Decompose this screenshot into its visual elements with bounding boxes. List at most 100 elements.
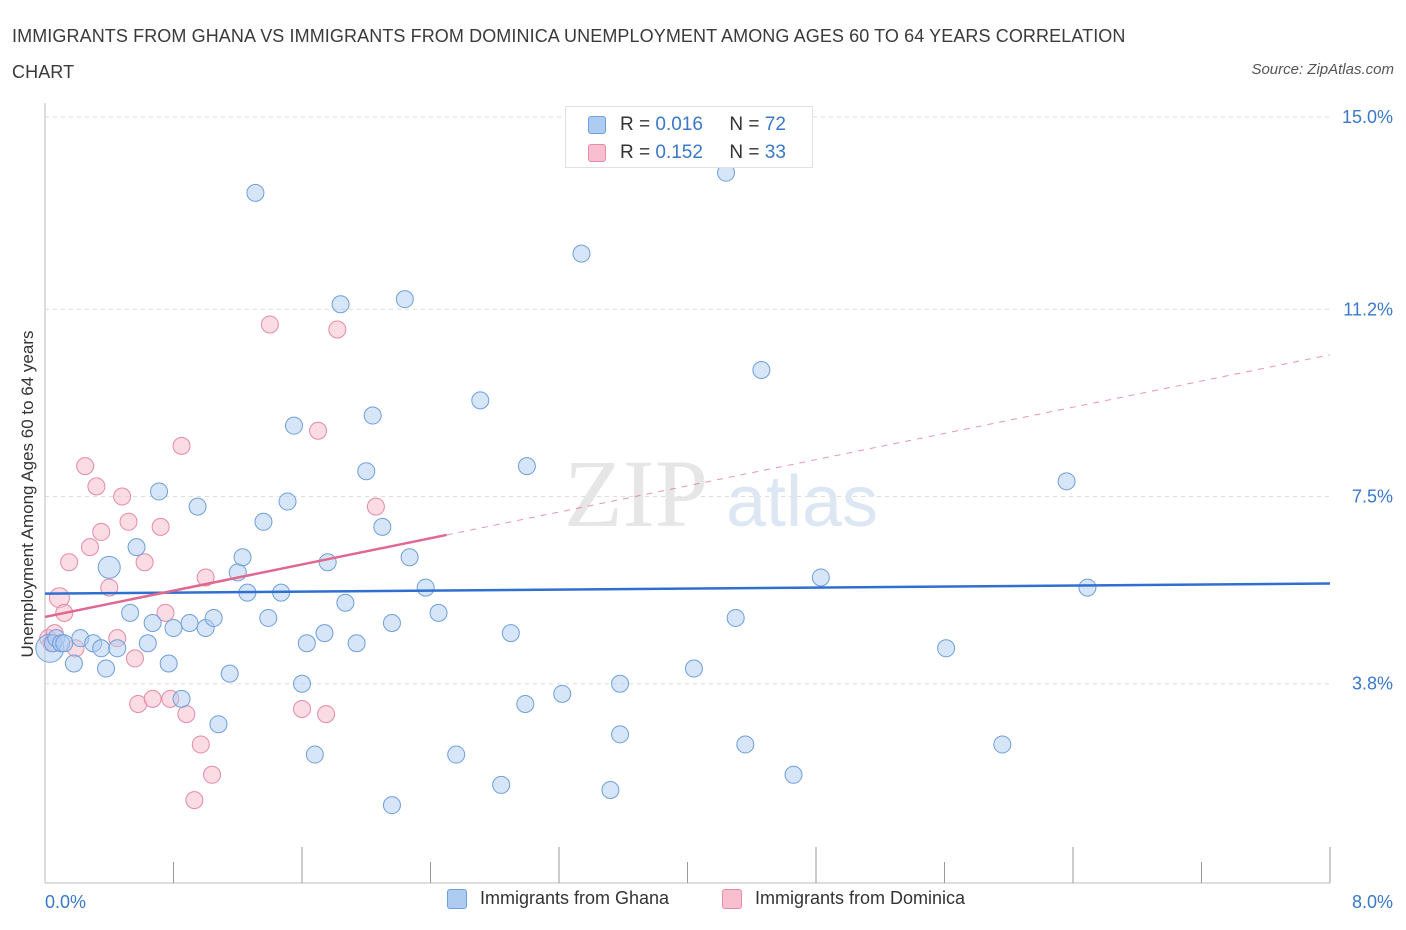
ghana-point: [92, 639, 111, 658]
ghana-point: [254, 512, 273, 531]
dominica-point: [309, 421, 328, 440]
dominica-point: [143, 689, 162, 708]
ghana-point: [143, 614, 162, 632]
ghana-point: [138, 634, 157, 653]
dominica-point: [113, 487, 132, 506]
ghana-point: [293, 674, 311, 693]
ghana-point: [416, 578, 435, 597]
ghana-point: [572, 244, 591, 263]
y-tick-label-1: 7.5%: [1352, 487, 1393, 507]
ghana-point: [752, 361, 771, 379]
x-tick-label-max: 8.0%: [1352, 892, 1393, 912]
axes: [44, 103, 1331, 884]
ghana-point: [150, 482, 169, 501]
ghana-point: [601, 780, 620, 799]
dominica-point: [177, 705, 196, 724]
y-tick-label-3: 15.0%: [1342, 107, 1393, 127]
dominica-r-label: R =: [620, 142, 651, 163]
legend-item-ghana[interactable]: Immigrants from Ghana: [447, 888, 669, 909]
dominica-point: [87, 477, 106, 496]
dominica-swatch: [588, 144, 606, 162]
dominica-point: [203, 765, 222, 784]
tick-labels: 3.8% 7.5% 11.2% 15.0% 0.0% 8.0%: [45, 107, 1393, 912]
ghana-point: [1078, 578, 1097, 597]
ghana-point: [233, 548, 252, 567]
ghana-point: [180, 614, 199, 632]
y-tick-label-0: 3.8%: [1352, 674, 1393, 694]
legend-item-dominica[interactable]: Immigrants from Dominica: [722, 888, 965, 909]
dominica-point: [172, 436, 191, 455]
ghana-point: [259, 608, 278, 627]
ghana-point: [784, 765, 803, 784]
dominica-point: [60, 553, 79, 572]
ghana-point: [395, 290, 414, 309]
ghana-point: [501, 624, 520, 643]
ghana-point: [736, 735, 755, 754]
ghana-point: [284, 416, 303, 435]
ghana-point: [447, 745, 466, 764]
chart-title: IMMIGRANTS FROM GHANA VS IMMIGRANTS FROM…: [12, 26, 1126, 82]
ghana-point: [305, 745, 324, 764]
dominica-point: [135, 553, 154, 572]
ghana-point: [336, 593, 355, 612]
ghana-point: [108, 639, 127, 658]
dominica-point: [100, 578, 119, 597]
ghana-point: [400, 548, 419, 567]
trend-lines: [44, 354, 1331, 619]
ghana-point: [159, 654, 178, 673]
dominica-point: [119, 512, 138, 531]
ghana-point: [318, 553, 337, 572]
ghana-point: [382, 614, 401, 632]
dominica-point: [293, 700, 311, 719]
correlation-legend: R = 0.016 N = 72 R = 0.152 N = 33: [565, 106, 813, 168]
ghana-point: [97, 555, 121, 579]
ghana-point: [373, 517, 392, 536]
dominica-point: [80, 538, 99, 557]
dominica-legend-label: Immigrants from Dominica: [755, 888, 966, 908]
ghana-point: [611, 725, 630, 744]
dominica-legend-swatch: [722, 888, 742, 909]
y-axis-label: Unemployment Among Ages 60 to 64 years: [18, 331, 37, 658]
ghana-n-value: 72: [764, 114, 786, 135]
source-label: Source: ZipAtlas.com: [1251, 61, 1394, 78]
ghana-point: [164, 619, 183, 638]
watermark-atlas: atlas: [726, 462, 878, 542]
ghana-point: [127, 538, 146, 557]
ghana-point: [684, 659, 703, 678]
ghana-point: [937, 639, 956, 658]
ghana-point: [121, 603, 140, 622]
ghana-point: [492, 775, 511, 794]
ghana-points: [35, 163, 1097, 815]
ghana-legend-swatch: [447, 888, 467, 909]
ghana-point: [64, 654, 83, 673]
ghana-point: [315, 624, 334, 643]
ghana-point: [357, 462, 376, 481]
ghana-swatch: [588, 116, 606, 134]
ghana-point: [611, 674, 630, 693]
dominica-point: [260, 315, 279, 334]
ghana-r-value: 0.016: [655, 114, 703, 135]
dominica-r-value: 0.152: [655, 142, 703, 163]
ghana-point: [993, 735, 1012, 754]
x-tick-label-min: 0.0%: [45, 892, 86, 912]
watermark: ZIP atlas: [564, 440, 878, 547]
series-legend: Immigrants from Ghana Immigrants from Do…: [0, 888, 1406, 916]
ghana-point: [516, 694, 535, 713]
dominica-n-label: N =: [729, 142, 760, 163]
ghana-point: [209, 715, 228, 734]
ghana-r-label: R =: [620, 114, 651, 135]
dominica-point: [151, 517, 170, 536]
ghana-point: [1057, 472, 1076, 491]
ghana-point: [297, 634, 316, 653]
ghana-point: [278, 492, 297, 511]
dominica-point: [156, 603, 175, 622]
legend-row-ghana: R = 0.016 N = 72: [588, 114, 786, 136]
ghana-point: [811, 568, 830, 587]
ghana-point: [331, 295, 350, 314]
ghana-point: [188, 497, 207, 516]
ghana-trend-line: [44, 582, 1331, 595]
ghana-point: [382, 796, 401, 815]
ghana-point: [517, 457, 536, 476]
ghana-point: [553, 684, 572, 703]
